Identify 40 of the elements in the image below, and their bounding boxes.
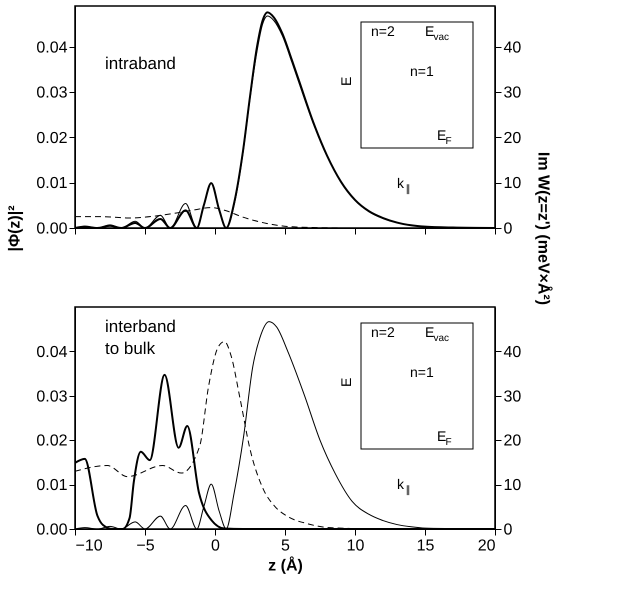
annotation: n=2 xyxy=(371,23,395,39)
y2-tick-label: 0 xyxy=(504,522,512,538)
annotation: k∥ xyxy=(397,175,410,195)
annotation: n=1 xyxy=(410,364,434,380)
annotation: intraband xyxy=(105,54,176,73)
x-tick-label: 5 xyxy=(281,538,290,554)
annotation: E xyxy=(338,378,354,387)
annotation: interband to bulk xyxy=(105,317,176,358)
x-tick-label: 0 xyxy=(211,538,220,554)
y-tick-label: 0.01 xyxy=(36,477,68,494)
y2-axis-title: Im W(z=z') (meV×Å²) xyxy=(534,152,554,306)
annotation: E xyxy=(338,76,354,86)
y2-tick-label: 40 xyxy=(504,39,522,56)
y-tick-label: 0.00 xyxy=(36,522,68,538)
y-tick-label: 0.02 xyxy=(36,130,68,147)
x-tick-label: 20 xyxy=(478,538,496,554)
y-tick-label: 0.03 xyxy=(36,84,68,102)
annotation: n=1 xyxy=(410,63,434,79)
x-tick-label: −5 xyxy=(136,538,155,554)
x-tick-label: 10 xyxy=(346,538,364,554)
x-axis-title: z (Å) xyxy=(268,556,303,574)
y2-tick-label: 20 xyxy=(504,130,522,147)
y2-tick-label: 10 xyxy=(504,175,522,192)
y2-tick-label: 30 xyxy=(504,84,522,102)
y2-tick-label: 0 xyxy=(504,220,512,238)
annotation: n=2 xyxy=(371,324,395,340)
y-tick-label: 0.00 xyxy=(36,220,68,238)
y2-tick-label: 30 xyxy=(504,388,522,406)
y-tick-label: 0.02 xyxy=(36,432,68,450)
y2-tick-label: 40 xyxy=(504,344,522,361)
y-tick-label: 0.03 xyxy=(36,388,68,406)
y-axis-title: |Φ(z)|² xyxy=(6,205,24,252)
y-tick-label: 0.04 xyxy=(36,344,68,361)
y-tick-label: 0.01 xyxy=(36,175,68,192)
x-tick-label: 15 xyxy=(416,538,434,554)
y2-tick-label: 20 xyxy=(504,432,522,450)
y-tick-label: 0.04 xyxy=(36,39,68,56)
y2-tick-label: 10 xyxy=(504,477,522,494)
x-tick-label: −10 xyxy=(76,538,103,554)
annotation: k∥ xyxy=(397,476,410,496)
